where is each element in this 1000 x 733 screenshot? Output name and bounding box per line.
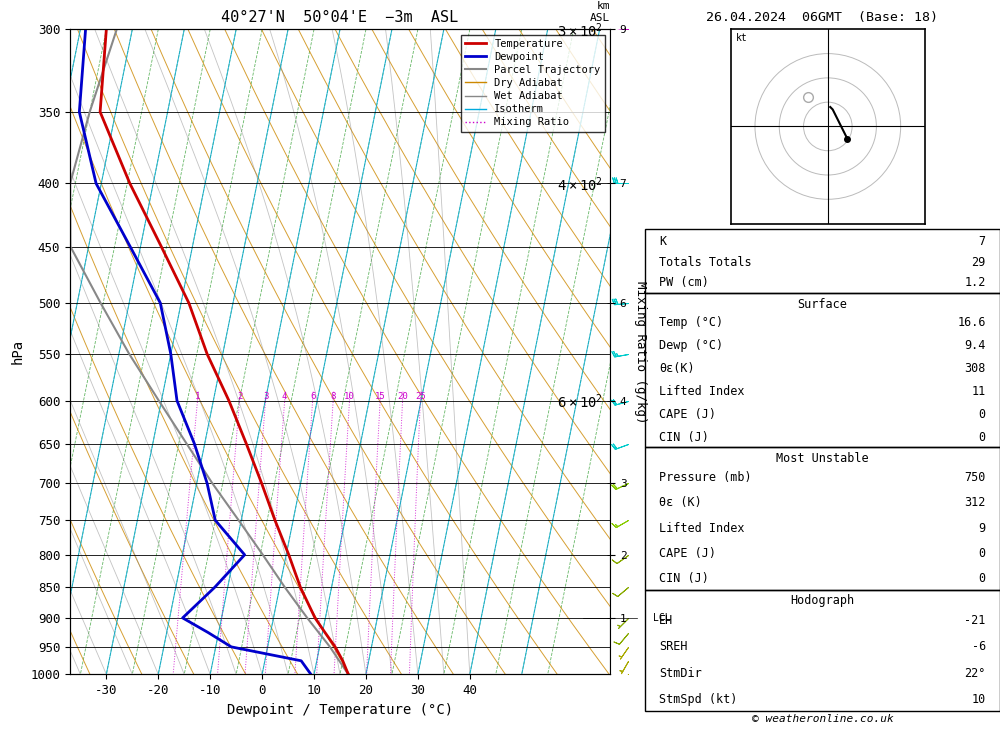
Text: 16.6: 16.6 [957, 316, 986, 329]
Text: EH: EH [659, 614, 673, 627]
Text: 25: 25 [415, 391, 426, 401]
Text: 9: 9 [979, 522, 986, 534]
Text: StmSpd (kt): StmSpd (kt) [659, 693, 738, 706]
Text: 6: 6 [310, 391, 315, 401]
Text: 1.2: 1.2 [964, 276, 986, 290]
Y-axis label: hPa: hPa [11, 339, 25, 364]
Text: CAPE (J): CAPE (J) [659, 408, 716, 421]
Text: θε(K): θε(K) [659, 361, 695, 375]
Text: Temp (°C): Temp (°C) [659, 316, 723, 329]
Text: CAPE (J): CAPE (J) [659, 547, 716, 560]
Text: PW (cm): PW (cm) [659, 276, 709, 290]
Text: SREH: SREH [659, 641, 688, 653]
Text: LCL: LCL [653, 613, 671, 623]
Text: 7: 7 [979, 235, 986, 248]
Text: 0: 0 [979, 408, 986, 421]
Text: 312: 312 [964, 496, 986, 509]
Text: StmDir: StmDir [659, 667, 702, 679]
Text: 3: 3 [263, 391, 268, 401]
Text: 10: 10 [972, 693, 986, 706]
Text: K: K [659, 235, 666, 248]
Text: 0: 0 [979, 430, 986, 443]
Text: 29: 29 [972, 256, 986, 269]
Text: Lifted Index: Lifted Index [659, 385, 745, 398]
Text: CIN (J): CIN (J) [659, 572, 709, 586]
Bar [645, 229, 1000, 293]
Text: Lifted Index: Lifted Index [659, 522, 745, 534]
Text: Surface: Surface [798, 298, 847, 311]
Bar [645, 590, 1000, 711]
Y-axis label: Mixing Ratio (g/kg): Mixing Ratio (g/kg) [634, 281, 647, 423]
Text: 0: 0 [979, 572, 986, 586]
Text: 20: 20 [397, 391, 408, 401]
Title: 40°27'N  50°04'E  −3m  ASL: 40°27'N 50°04'E −3m ASL [221, 10, 459, 26]
Text: 1: 1 [195, 391, 200, 401]
Text: 15: 15 [375, 391, 386, 401]
Text: km
ASL: km ASL [590, 1, 610, 23]
Text: 8: 8 [330, 391, 336, 401]
X-axis label: Dewpoint / Temperature (°C): Dewpoint / Temperature (°C) [227, 703, 453, 717]
Text: 9.4: 9.4 [964, 339, 986, 352]
Text: 0: 0 [979, 547, 986, 560]
Text: 22°: 22° [964, 667, 986, 679]
Text: CIN (J): CIN (J) [659, 430, 709, 443]
Legend: Temperature, Dewpoint, Parcel Trajectory, Dry Adiabat, Wet Adiabat, Isotherm, Mi: Temperature, Dewpoint, Parcel Trajectory… [461, 34, 605, 132]
Text: θε (K): θε (K) [659, 496, 702, 509]
Bar [645, 447, 1000, 590]
Text: Totals Totals: Totals Totals [659, 256, 752, 269]
Text: 10: 10 [344, 391, 355, 401]
Text: 2: 2 [237, 391, 242, 401]
Text: Pressure (mb): Pressure (mb) [659, 471, 752, 484]
Text: Dewp (°C): Dewp (°C) [659, 339, 723, 352]
Text: 308: 308 [964, 361, 986, 375]
Text: Most Unstable: Most Unstable [776, 452, 869, 465]
Text: Hodograph: Hodograph [790, 594, 855, 608]
Text: © weatheronline.co.uk: © weatheronline.co.uk [752, 714, 893, 724]
Text: 26.04.2024  06GMT  (Base: 18): 26.04.2024 06GMT (Base: 18) [706, 11, 938, 24]
Text: -6: -6 [972, 641, 986, 653]
Bar [645, 293, 1000, 447]
Text: 11: 11 [972, 385, 986, 398]
Text: 4: 4 [282, 391, 287, 401]
Text: 750: 750 [964, 471, 986, 484]
Text: -21: -21 [964, 614, 986, 627]
